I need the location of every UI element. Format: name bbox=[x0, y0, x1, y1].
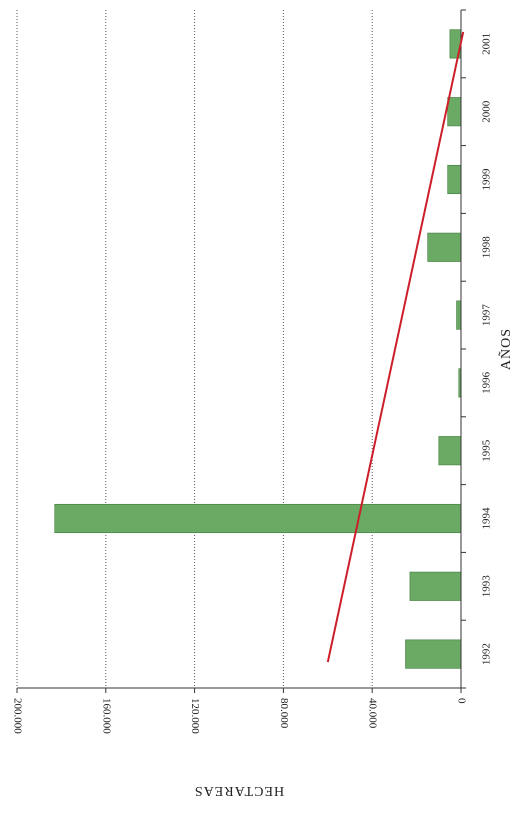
category-tick-label: 1993 bbox=[481, 575, 493, 598]
category-tick-label: 2000 bbox=[481, 100, 493, 123]
bar bbox=[427, 232, 462, 262]
value-axis-title: HECTAREAS bbox=[194, 783, 284, 798]
value-tick-label: 120.000 bbox=[189, 698, 201, 734]
category-ticks: 1992 1993 1994 1995 1996 1997 1998 1999 2000 2001 bbox=[461, 9, 493, 689]
category-tick-label: 1997 bbox=[481, 304, 493, 327]
value-tick-label: 40.000 bbox=[367, 698, 379, 729]
bar bbox=[438, 436, 462, 466]
trend-line bbox=[326, 31, 465, 663]
category-axis-title: AÑOS bbox=[498, 328, 514, 370]
category-tick-label: 1992 bbox=[481, 643, 493, 665]
value-tick-label: 80.000 bbox=[278, 698, 290, 729]
bar bbox=[54, 503, 462, 534]
value-ticks: 0 40.000 80.000 120.000 160.000 200.000 bbox=[11, 688, 467, 734]
bar bbox=[447, 97, 462, 127]
value-tick-label: 200.000 bbox=[11, 698, 23, 734]
value-gridlines bbox=[16, 10, 373, 688]
category-tick-label: 1996 bbox=[481, 371, 493, 394]
value-tick-label: 0 bbox=[455, 698, 467, 704]
category-tick-label: 1998 bbox=[481, 236, 493, 258]
category-tick-label: 1994 bbox=[481, 507, 493, 530]
bar bbox=[447, 164, 462, 195]
bars bbox=[54, 29, 462, 669]
value-tick-label: 160.000 bbox=[100, 698, 112, 734]
bar bbox=[409, 571, 462, 601]
category-tick-label: 1995 bbox=[481, 439, 493, 462]
bar bbox=[405, 639, 462, 669]
bar bbox=[456, 300, 462, 330]
category-tick-label: 2001 bbox=[481, 33, 493, 55]
category-tick-label: 1999 bbox=[481, 168, 493, 191]
